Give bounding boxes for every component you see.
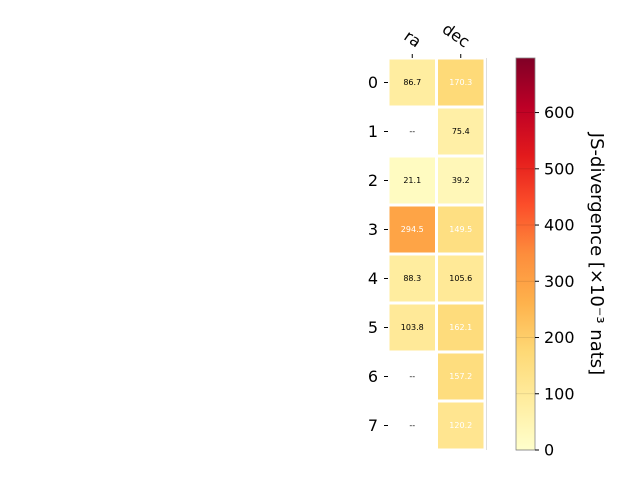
row-tick-labels: 0 1 2 3 4 5 6 7 <box>368 73 388 435</box>
heatmap-cell-r6-c1 <box>438 353 484 400</box>
heatmap-cell-r4-c1 <box>438 255 484 302</box>
colorbar-ticks: 0 100 200 300 400 500 600 <box>516 103 575 460</box>
row-label-0: 0 <box>368 73 378 92</box>
row-label-5: 5 <box>368 318 378 337</box>
heatmap-cell-label-r5-c0: 103.8 <box>401 323 424 332</box>
heatmap-cell-r5-c0 <box>389 304 435 351</box>
heatmap-cell-r2-c1 <box>438 157 484 204</box>
heatmap-cell-r4-c0 <box>389 255 435 302</box>
heatmap-cells <box>389 59 484 449</box>
heatmap-cell-label-r0-c1: 170.3 <box>449 78 472 87</box>
colorbar-tick-label-100: 100 <box>544 384 575 403</box>
heatmap-cell-r3-c0 <box>389 206 435 253</box>
column-label-dec: dec <box>439 19 473 51</box>
heatmap-cell-r3-c1 <box>438 206 484 253</box>
heatmap-cell-r7-c1 <box>438 402 484 449</box>
row-label-1: 1 <box>368 122 378 141</box>
heatmap-cell-r5-c1 <box>438 304 484 351</box>
heatmap-cell-r7-c0 <box>389 402 435 449</box>
heatmap-cell-label-r3-c0: 294.5 <box>401 225 424 234</box>
colorbar: 0 100 200 300 400 500 600 JS-divergence [×10⁻³… <box>515 57 607 460</box>
heatmap-cell-label-r2-c0: 21.1 <box>403 176 421 185</box>
heatmap-cell-r0-c1 <box>438 59 484 106</box>
colorbar-tick-label-500: 500 <box>544 159 575 178</box>
heatmap-cell-label-r5-c1: 162.1 <box>449 323 472 332</box>
row-label-3: 3 <box>368 220 378 239</box>
heatmap-cell-r0-c0 <box>389 59 435 106</box>
heatmap-cell-label-r1-c1: 75.4 <box>452 127 470 136</box>
heatmap-cell-label-r4-c1: 105.6 <box>449 274 472 283</box>
row-label-2: 2 <box>368 171 378 190</box>
colorbar-gradient <box>515 57 536 451</box>
heatmap-cell-r2-c0 <box>389 157 435 204</box>
heatmap-cell-label-r7-c1: 120.2 <box>449 421 472 430</box>
heatmap-cell-label-r3-c1: 149.5 <box>449 225 472 234</box>
colorbar-tick-label-400: 400 <box>544 216 575 235</box>
colorbar-tick-label-200: 200 <box>544 328 575 347</box>
heatmap-cell-label-r4-c0: 88.3 <box>403 274 421 283</box>
colorbar-label: JS-divergence [×10⁻³ nats] <box>586 132 607 375</box>
heatmap-cell-label-r0-c0: 86.7 <box>403 78 421 87</box>
heatmap-cell-label-r6-c0: -- <box>409 372 415 381</box>
heatmap-cell-label-r2-c1: 39.2 <box>452 176 470 185</box>
column-label-ra: ra <box>401 26 425 51</box>
heatmap-cell-label-r6-c1: 157.2 <box>449 372 472 381</box>
heatmap-area: 86.7 170.3 -- 75.4 21.1 39.2 294.5 149.5 88.3 105… <box>389 58 487 450</box>
heatmap-cell-r1-c1 <box>438 108 484 155</box>
colorbar-tick-label-0: 0 <box>544 441 554 460</box>
heatmap-cell-r1-c0 <box>389 108 435 155</box>
column-tick-labels: ra dec <box>401 19 473 58</box>
heatmap-cell-label-r7-c0: -- <box>409 421 415 430</box>
row-label-4: 4 <box>368 269 378 288</box>
colorbar-tick-label-300: 300 <box>544 272 575 291</box>
heatmap-cell-r6-c0 <box>389 353 435 400</box>
row-label-7: 7 <box>368 416 378 435</box>
colorbar-tick-label-600: 600 <box>544 103 575 122</box>
heatmap-cell-label-r1-c0: -- <box>409 127 415 136</box>
row-label-6: 6 <box>368 367 378 386</box>
heatmap-cell-labels: 86.7 170.3 -- 75.4 21.1 39.2 294.5 149.5 88.3 105… <box>401 78 472 430</box>
